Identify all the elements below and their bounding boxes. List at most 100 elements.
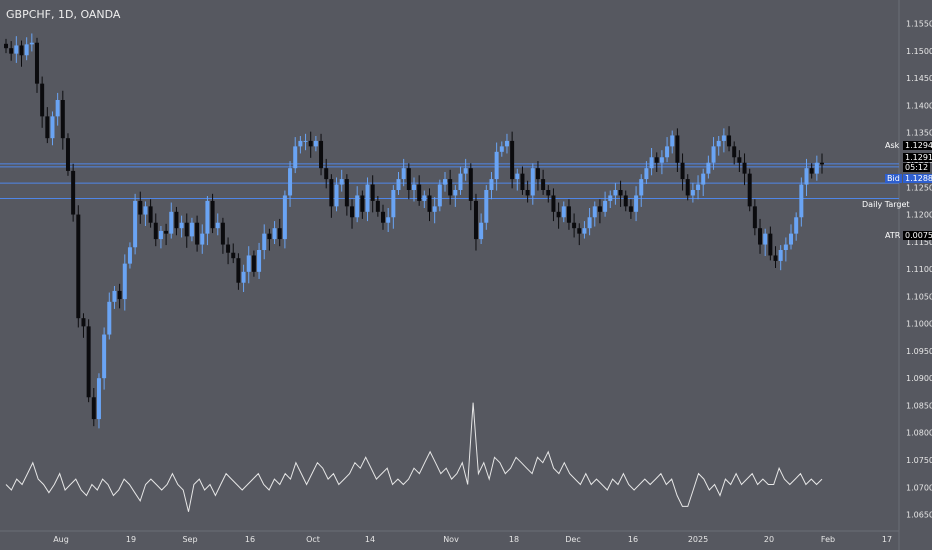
candle-body bbox=[220, 222, 225, 245]
x-tick-label: 20 bbox=[764, 535, 774, 544]
candle-body bbox=[747, 173, 752, 207]
candle-body bbox=[34, 42, 39, 84]
candle-body bbox=[272, 228, 277, 240]
candle-body bbox=[288, 168, 293, 196]
x-tick-label: Dec bbox=[565, 535, 580, 544]
bid-tag: Bid bbox=[885, 174, 902, 183]
candle-body bbox=[19, 45, 24, 56]
candle-body bbox=[628, 206, 633, 212]
y-tick-label: 1.10500 bbox=[906, 292, 932, 301]
y-tick-label: 1.06500 bbox=[906, 511, 932, 520]
y-tick-label: 1.07000 bbox=[906, 483, 932, 492]
candle-body bbox=[158, 230, 163, 240]
candle-body bbox=[133, 200, 138, 248]
candle-body bbox=[334, 184, 339, 207]
candle-body bbox=[639, 179, 644, 196]
candle-body bbox=[76, 214, 81, 319]
candle-body bbox=[396, 179, 401, 190]
candle-body bbox=[613, 190, 618, 196]
candle-body bbox=[525, 190, 530, 196]
last-price-value: 1.12917 bbox=[903, 153, 932, 162]
x-tick-label: Oct bbox=[306, 535, 320, 544]
x-tick-label: 16 bbox=[628, 535, 638, 544]
x-tick-label: 16 bbox=[245, 535, 255, 544]
candle-body bbox=[381, 211, 386, 223]
candle-body bbox=[303, 140, 308, 142]
candle-body bbox=[551, 195, 556, 212]
candle-body bbox=[773, 255, 778, 261]
candle-body bbox=[494, 151, 499, 180]
candle-body bbox=[112, 290, 117, 302]
candle-body bbox=[96, 378, 101, 420]
candle-body bbox=[427, 195, 432, 212]
candle-body bbox=[200, 233, 205, 245]
y-tick-label: 1.08500 bbox=[906, 401, 932, 410]
candle-body bbox=[91, 397, 96, 420]
candle-body bbox=[608, 195, 613, 201]
candle-body bbox=[654, 157, 659, 163]
candle-body bbox=[174, 211, 179, 229]
candle-body bbox=[473, 200, 478, 240]
x-tick-label: 19 bbox=[126, 535, 136, 544]
candle-body bbox=[164, 230, 169, 234]
candle-body bbox=[696, 184, 701, 190]
candle-body bbox=[50, 116, 55, 139]
candle-body bbox=[794, 217, 799, 234]
candle-body bbox=[215, 222, 220, 229]
atr-value: 0.00757 bbox=[903, 231, 932, 240]
candle-body bbox=[701, 173, 706, 185]
candle-body bbox=[463, 168, 468, 174]
candle-body bbox=[556, 211, 561, 218]
candle-body bbox=[649, 157, 654, 169]
y-tick-label: 1.12000 bbox=[906, 211, 932, 220]
candle-body bbox=[375, 200, 380, 212]
candle-body bbox=[298, 140, 303, 147]
candle-body bbox=[71, 170, 76, 215]
candle-body bbox=[732, 146, 737, 158]
candle-body bbox=[189, 222, 194, 237]
candle-body bbox=[55, 100, 60, 117]
candle-body bbox=[422, 195, 427, 201]
candle-body bbox=[319, 140, 324, 169]
candle-body bbox=[267, 233, 272, 240]
candle-body bbox=[561, 206, 566, 218]
bid-value: 1.12889 bbox=[903, 174, 932, 183]
candle-body bbox=[515, 173, 520, 180]
candle-body bbox=[530, 168, 535, 196]
y-tick-label: 1.15500 bbox=[906, 20, 932, 29]
candle-body bbox=[675, 135, 680, 163]
candle-body bbox=[293, 146, 298, 169]
candle-body bbox=[370, 184, 375, 201]
candle-body bbox=[603, 200, 608, 212]
candle-body bbox=[758, 228, 763, 245]
candle-body bbox=[763, 233, 768, 245]
daily-target-label: Daily Target bbox=[862, 200, 910, 209]
candle-body bbox=[391, 190, 396, 218]
candle-body bbox=[572, 222, 577, 229]
candle-body bbox=[458, 173, 463, 190]
candle-body bbox=[623, 195, 628, 207]
y-tick-label: 1.10000 bbox=[906, 320, 932, 329]
candle-body bbox=[241, 271, 246, 283]
candle-body bbox=[236, 258, 241, 283]
candle-body bbox=[618, 190, 623, 196]
candle-body bbox=[231, 252, 236, 259]
candle-body bbox=[783, 244, 788, 250]
candle-body bbox=[499, 146, 504, 152]
candle-body bbox=[107, 301, 112, 335]
candle-body bbox=[484, 190, 489, 223]
candle-body bbox=[453, 190, 458, 196]
candle-body bbox=[9, 48, 14, 54]
x-tick-label: 18 bbox=[509, 535, 519, 544]
candle-body bbox=[143, 206, 148, 215]
candle-body bbox=[489, 179, 494, 190]
candle-body bbox=[665, 146, 670, 158]
candle-body bbox=[339, 179, 344, 185]
candle-body bbox=[14, 45, 19, 54]
candle-body bbox=[468, 168, 473, 201]
candle-body bbox=[448, 179, 453, 196]
candle-body bbox=[102, 334, 107, 379]
candle-body bbox=[437, 184, 442, 207]
candle-body bbox=[246, 255, 251, 272]
